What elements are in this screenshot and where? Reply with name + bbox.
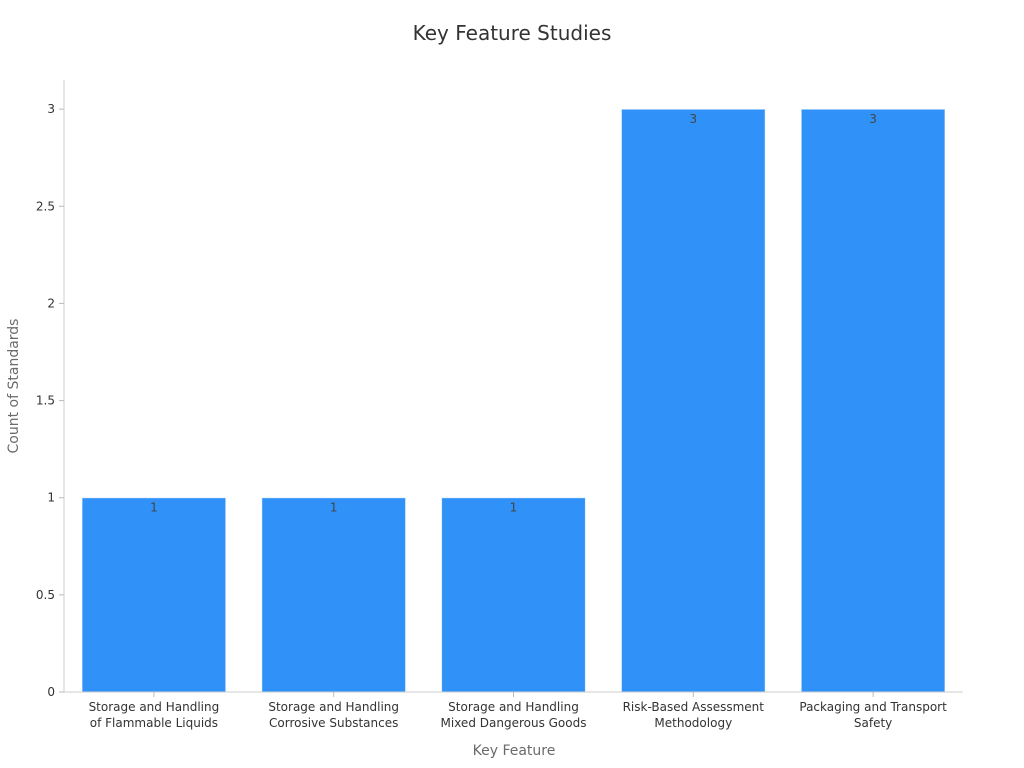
x-tick-label-line: Safety: [854, 716, 892, 730]
data-label-3: 1: [510, 501, 518, 515]
x-tick-label-line: Mixed Dangerous Goods: [441, 716, 587, 730]
bar-1: [81, 497, 227, 693]
x-tick-label-line: Corrosive Substances: [269, 716, 398, 730]
x-tick-label-line: Packaging and Transport: [799, 700, 947, 714]
data-label-4: 3: [689, 112, 697, 126]
x-ticks-group: Storage and Handling of Flammable Liquids…: [89, 692, 947, 730]
x-tick-label-5: Packaging and Transport Safety: [799, 700, 947, 730]
x-tick-label-line: Storage and Handling: [448, 700, 579, 714]
bar-4: [620, 108, 766, 693]
x-tick-label-4: Risk-Based Assessment Methodology: [623, 700, 765, 730]
y-axis-title: Count of Standards: [6, 319, 22, 454]
x-tick-label-2: Storage and Handling Corrosive Substances: [268, 700, 399, 730]
data-label-5: 3: [869, 112, 877, 126]
x-tick-label-3: Storage and Handling Mixed Dangerous Good…: [441, 700, 587, 730]
bar-5: [800, 108, 946, 693]
x-tick-label-line: of Flammable Liquids: [90, 716, 218, 730]
x-tick-label-1: Storage and Handling of Flammable Liquids: [89, 700, 220, 730]
x-tick-label-line: Risk-Based Assessment: [623, 700, 765, 714]
y-tick-label: 2: [47, 296, 55, 310]
bar-3: [441, 497, 586, 693]
chart-title: Key Feature Studies: [413, 21, 612, 45]
data-label-1: 1: [150, 501, 158, 515]
y-tick-label: 1: [47, 491, 55, 505]
y-tick-label: 0.5: [36, 588, 55, 602]
data-label-2: 1: [330, 501, 338, 515]
data-labels-group: 1 1 1 3 3: [150, 112, 877, 515]
x-tick-label-line: Storage and Handling: [268, 700, 399, 714]
y-tick-label: 3: [47, 102, 55, 116]
y-tick-label: 2.5: [36, 199, 55, 213]
y-tick-label: 0: [47, 685, 55, 699]
x-tick-label-line: Storage and Handling: [89, 700, 220, 714]
bar-2: [261, 497, 407, 693]
x-axis-title: Key Feature: [473, 743, 556, 759]
x-tick-label-line: Methodology: [654, 716, 732, 730]
y-ticks-group: 0 0.5 1 1.5 2 2.5 3: [36, 102, 64, 699]
y-tick-label: 1.5: [36, 394, 55, 408]
bars-group: [81, 108, 946, 693]
